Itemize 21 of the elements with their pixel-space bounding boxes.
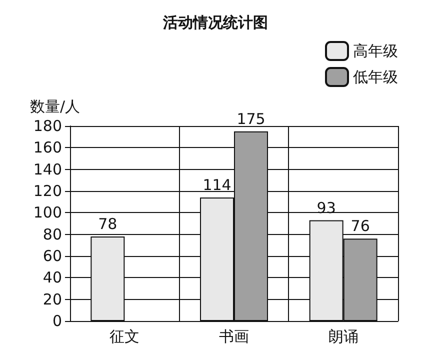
x-tick-label: 书画 — [219, 328, 249, 346]
x-tick-label: 朗诵 — [328, 328, 358, 346]
y-tick-label: 160 — [33, 138, 62, 157]
y-axis-title: 数量/人 — [30, 98, 80, 116]
data-label: 175 — [236, 110, 266, 128]
y-tick-label: 20 — [42, 290, 62, 308]
y-tick-label: 0 — [52, 312, 62, 330]
y-tick-label: 40 — [42, 268, 62, 287]
legend-label: 高年级 — [353, 42, 398, 60]
y-tick-label: 60 — [42, 247, 62, 265]
y-tick-label: 140 — [33, 160, 62, 178]
data-label: 76 — [350, 217, 370, 236]
chart-title: 活动情况统计图 — [162, 14, 268, 32]
data-label: 114 — [202, 176, 232, 194]
legend-label: 低年级 — [353, 68, 398, 86]
x-tick-label: 征文 — [110, 328, 140, 346]
y-tick-label: 100 — [33, 204, 62, 222]
y-tick-label: 180 — [33, 117, 62, 135]
data-label: 78 — [98, 215, 118, 233]
y-tick-label: 120 — [33, 182, 62, 200]
y-tick-label: 80 — [42, 225, 62, 244]
